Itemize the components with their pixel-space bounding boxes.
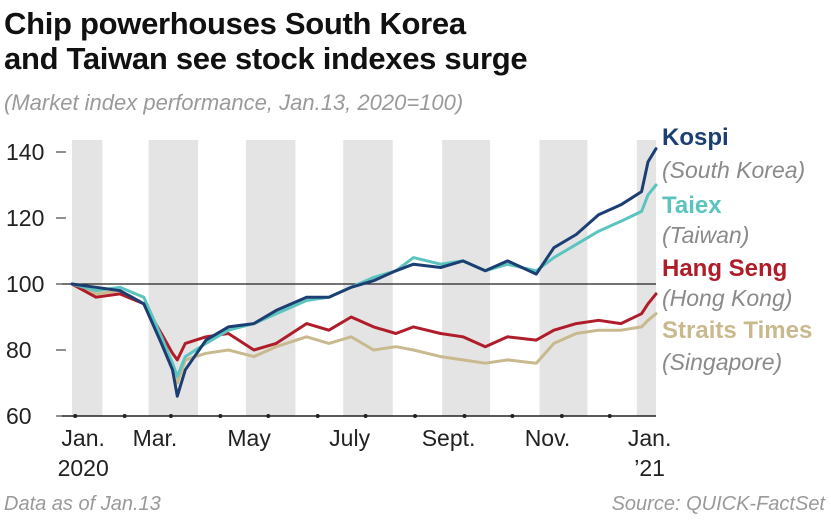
series-label-kospi: Kospi xyxy=(662,124,729,151)
month-band xyxy=(539,140,588,416)
month-bands xyxy=(72,140,656,416)
x-tick-sublabel: ’21 xyxy=(634,455,665,481)
data-date-note: Data as of Jan.13 xyxy=(4,493,161,515)
series-line-taiex xyxy=(70,183,658,378)
y-tick-label: 80 xyxy=(6,337,32,363)
series-line-kospi xyxy=(70,147,658,398)
x-tick-label: Jan. xyxy=(61,425,104,451)
y-tick-label: 100 xyxy=(6,271,44,297)
x-tick-label: Mar. xyxy=(133,425,178,451)
x-tick-label: Nov. xyxy=(525,425,571,451)
chart-title: Chip powerhouses South Korea and Taiwan … xyxy=(4,6,528,76)
month-band xyxy=(442,140,491,416)
x-tick-label: May xyxy=(227,425,271,451)
series-label-taiex: Taiex xyxy=(662,192,722,219)
series-line-hang-seng xyxy=(70,282,658,362)
chart-title-line-2: and Taiwan see stock indexes surge xyxy=(4,41,528,76)
y-axis: 60 80 100 120 140 xyxy=(6,139,66,429)
series-sublabel-taiex: (Taiwan) xyxy=(662,222,749,248)
x-tick xyxy=(73,414,78,418)
x-tick xyxy=(122,414,127,418)
x-tick xyxy=(363,414,368,418)
month-band xyxy=(245,140,296,416)
y-tick-label: 140 xyxy=(6,139,44,165)
y-tick-label: 60 xyxy=(6,403,32,429)
x-tick xyxy=(168,414,173,418)
month-band xyxy=(636,140,656,416)
x-tick xyxy=(607,414,612,418)
series-lines xyxy=(70,147,658,398)
x-tick-sublabel: 2020 xyxy=(58,455,109,481)
month-band xyxy=(343,140,393,416)
series-label-hang-seng: Hang Seng xyxy=(662,255,787,282)
chart-subtitle: (Market index performance, Jan.13, 2020=… xyxy=(4,90,464,115)
x-tick xyxy=(218,414,223,418)
month-band xyxy=(72,140,103,416)
x-tick xyxy=(413,414,418,418)
x-axis: Jan. 2020 Mar. May July Sept. Nov. Jan. ’21 xyxy=(58,414,671,481)
x-tick xyxy=(559,414,564,418)
x-tick-label: July xyxy=(329,425,370,451)
x-tick xyxy=(315,414,320,418)
series-sublabel-kospi: (South Korea) xyxy=(662,157,805,183)
source-note: Source: QUICK-FactSet xyxy=(611,493,825,515)
x-tick xyxy=(266,414,271,418)
series-label-straits-times: Straits Times xyxy=(662,317,812,344)
series-labels: Kospi (South Korea) Taiex (Taiwan) Hang Seng… xyxy=(662,124,812,375)
chart-title-line-1: Chip powerhouses South Korea xyxy=(4,6,466,41)
x-tick xyxy=(510,414,515,418)
y-tick-label: 120 xyxy=(6,205,44,231)
x-tick-label: Sept. xyxy=(422,425,476,451)
x-tick xyxy=(462,414,467,418)
x-tick-label: Jan. xyxy=(628,425,671,451)
series-sublabel-straits-times: (Singapore) xyxy=(662,349,782,375)
series-sublabel-hang-seng: (Hong Kong) xyxy=(662,285,792,311)
